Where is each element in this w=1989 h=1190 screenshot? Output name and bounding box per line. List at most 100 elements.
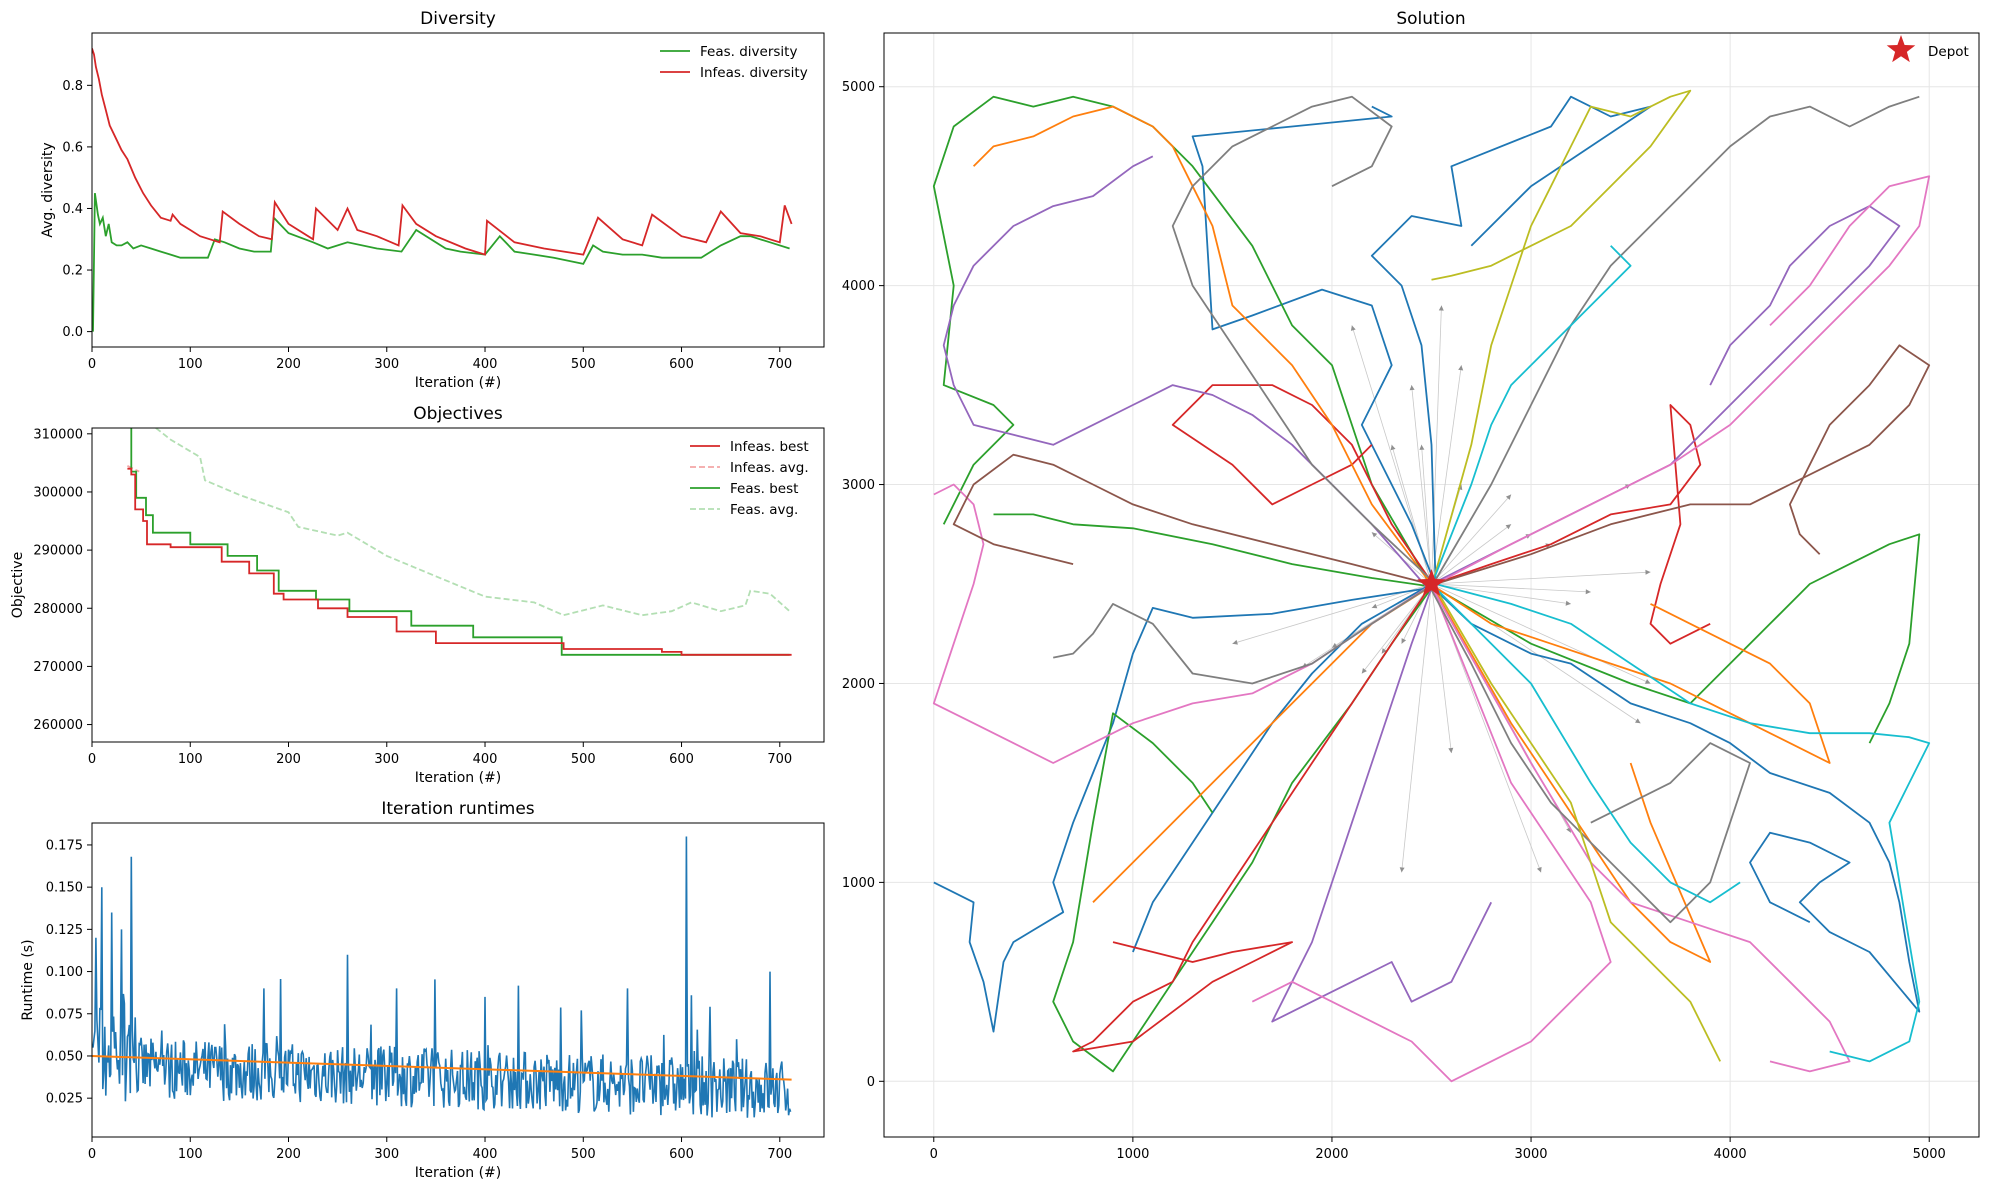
spoke-arrowhead — [1410, 385, 1415, 390]
spoke-arrowhead — [1419, 445, 1424, 450]
runtimes-plot-area — [92, 837, 792, 1118]
diversity-xtick-label: 700 — [767, 357, 792, 372]
runtimes-ytick-label: 0.100 — [46, 965, 83, 980]
objectives-xtick-label: 0 — [88, 752, 96, 767]
solution-plot-area — [934, 91, 1929, 1082]
route-9 — [1436, 534, 1920, 743]
objectives-xtick-label: 600 — [669, 752, 694, 767]
route-25 — [1436, 345, 1930, 584]
route-16 — [1434, 588, 1711, 962]
spoke-arrowhead — [1566, 601, 1571, 606]
route-32 — [1436, 584, 1930, 1061]
spoke-arrowhead — [1586, 589, 1591, 594]
objectives-xtick-label: 700 — [767, 752, 792, 767]
route-6 — [994, 514, 1428, 586]
solution-ytick-label: 4000 — [842, 279, 875, 294]
route-10 — [1073, 584, 1431, 1052]
runtimes-title: Iteration runtimes — [381, 799, 534, 819]
solution-legend: Depot — [1887, 35, 1969, 62]
spoke-arrowhead — [1400, 867, 1405, 872]
solution-xtick-label: 1000 — [1116, 1147, 1149, 1162]
route-22 — [1436, 176, 1930, 584]
objectives-ytick-label: 300000 — [33, 485, 83, 500]
runtimes-xtick-label: 200 — [276, 1147, 301, 1162]
route-26 — [1173, 97, 1432, 580]
route-19 — [1436, 206, 1900, 582]
solution-ticks: 0 1000 2000 3000 4000 5000 0 1000 2000 3000 4000 50… — [842, 80, 1946, 1162]
solution-ytick-label: 0 — [867, 1075, 875, 1090]
legend-label-feas-avg: Feas. avg. — [730, 502, 798, 518]
runtimes-ylabel: Runtime (s) — [20, 939, 36, 1020]
diversity-xtick-label: 100 — [178, 357, 203, 372]
depot-spoke — [1432, 306, 1442, 584]
diversity-xtick-label: 500 — [571, 357, 596, 372]
objectives-xtick-label: 100 — [178, 752, 203, 767]
objectives-ytick-label: 290000 — [33, 544, 83, 559]
route-12 — [1434, 405, 1711, 644]
objectives-ylabel: Objective — [10, 552, 26, 618]
route-28 — [1432, 590, 1751, 922]
runtimes-ticks: 0 100 200 300 400 500 600 700 0.025 0.050 0.075 0.1… — [46, 838, 792, 1162]
objectives-ytick-label: 260000 — [33, 718, 83, 733]
depot-spoke — [1432, 365, 1462, 584]
route-24 — [954, 455, 1430, 584]
route-17 — [944, 156, 1428, 588]
spoke-arrowhead — [1506, 524, 1512, 529]
runtimes-xtick-label: 0 — [88, 1147, 96, 1162]
route-33 — [1434, 246, 1631, 580]
spoke-arrowhead — [1635, 718, 1641, 723]
runtimes-ytick-label: 0.150 — [46, 881, 83, 896]
solution-ytick-label: 5000 — [842, 80, 875, 95]
objectives-ytick-label: 310000 — [33, 427, 83, 442]
objectives-xlabel: Iteration (#) — [415, 770, 502, 786]
diversity-xtick-label: 0 — [88, 357, 96, 372]
route-8 — [934, 97, 1428, 580]
runtimes-ytick-label: 0.125 — [46, 923, 83, 938]
objectives-legend: Infeas. best Infeas. avg. Feas. best Fea… — [690, 439, 809, 518]
feas-best-line — [131, 428, 789, 655]
depot-spoke — [1392, 445, 1432, 584]
diversity-title: Diversity — [420, 9, 496, 29]
diversity-xlabel: Iteration (#) — [415, 375, 502, 391]
spoke-arrowhead — [1362, 668, 1367, 674]
runtimes-ytick-label: 0.075 — [46, 1007, 83, 1022]
runtimes-ytick-label: 0.025 — [46, 1092, 83, 1107]
legend-label-infeas-avg: Infeas. avg. — [730, 460, 809, 476]
runtimes-xlabel: Iteration (#) — [415, 1165, 502, 1181]
diversity-legend: Feas. diversity Infeas. diversity — [660, 44, 808, 81]
diversity-xtick-label: 400 — [473, 357, 498, 372]
route-23 — [1434, 590, 1850, 1071]
diversity-xtick-label: 200 — [276, 357, 301, 372]
diversity-plot-area — [92, 48, 792, 331]
spoke-arrowhead — [1448, 748, 1453, 753]
runtimes-xtick-label: 300 — [374, 1147, 399, 1162]
solution-xtick-label: 5000 — [1913, 1147, 1946, 1162]
runtimes-ytick-label: 0.050 — [46, 1049, 83, 1064]
solution-panel: Solution 0 1000 2000 3000 4000 50000100020003… — [842, 9, 1979, 1162]
route-14 — [1093, 586, 1432, 902]
solution-xtick-label: 3000 — [1514, 1147, 1547, 1162]
route-5 — [1436, 590, 1920, 1012]
runtimes-panel: Iteration runtimes 0 100 200 300 400 500 600 70… — [20, 799, 824, 1181]
objectives-xtick-label: 200 — [276, 752, 301, 767]
objectives-ytick-label: 280000 — [33, 602, 83, 617]
route-30 — [1436, 588, 1721, 1061]
objectives-ytick-label: 270000 — [33, 660, 83, 675]
objectives-plot-area — [127, 428, 791, 655]
route-21 — [1252, 590, 1610, 1081]
diversity-ylabel: Avg. diversity — [40, 142, 56, 237]
solution-ytick-label: 3000 — [842, 478, 875, 493]
runtimes-ytick-label: 0.175 — [46, 838, 83, 853]
spoke-arrowhead — [1458, 365, 1463, 370]
objectives-xtick-label: 500 — [571, 752, 596, 767]
objectives-xtick-label: 300 — [374, 752, 399, 767]
runtimes-xtick-label: 700 — [767, 1147, 792, 1162]
spoke-arrowhead — [1439, 306, 1444, 311]
solution-title: Solution — [1396, 9, 1465, 29]
diversity-xtick-label: 300 — [374, 357, 399, 372]
diversity-xtick-label: 600 — [669, 357, 694, 372]
route-20 — [934, 485, 1430, 764]
runtimes-xtick-label: 500 — [571, 1147, 596, 1162]
runtimes-xtick-label: 400 — [473, 1147, 498, 1162]
